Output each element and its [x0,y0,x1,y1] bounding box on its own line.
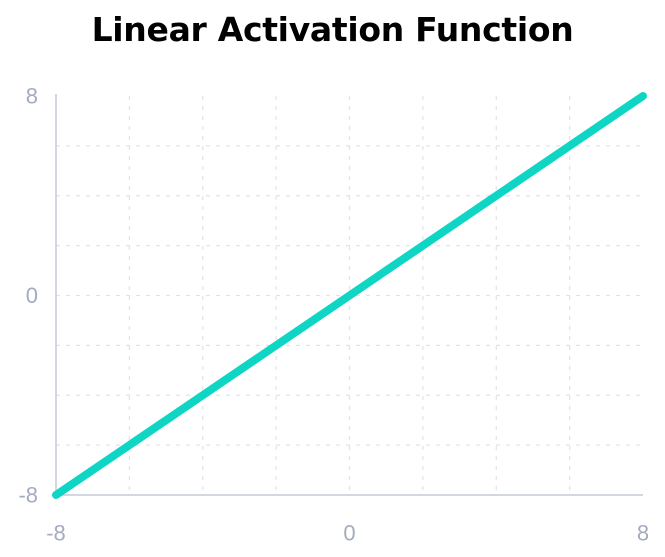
x-tick-label: 8 [637,521,649,546]
x-tick-label: 0 [343,521,355,546]
x-tick-label: -8 [46,521,66,546]
series [52,92,647,499]
y-tick-label: 8 [26,84,38,109]
axes [55,94,643,496]
chart-title: Linear Activation Function [91,10,574,49]
y-tick-label: -8 [18,483,38,508]
series-line [52,92,647,499]
y-tick-label: 0 [26,283,38,308]
tick-labels: -8 0 8 -8 0 8 [18,84,649,546]
